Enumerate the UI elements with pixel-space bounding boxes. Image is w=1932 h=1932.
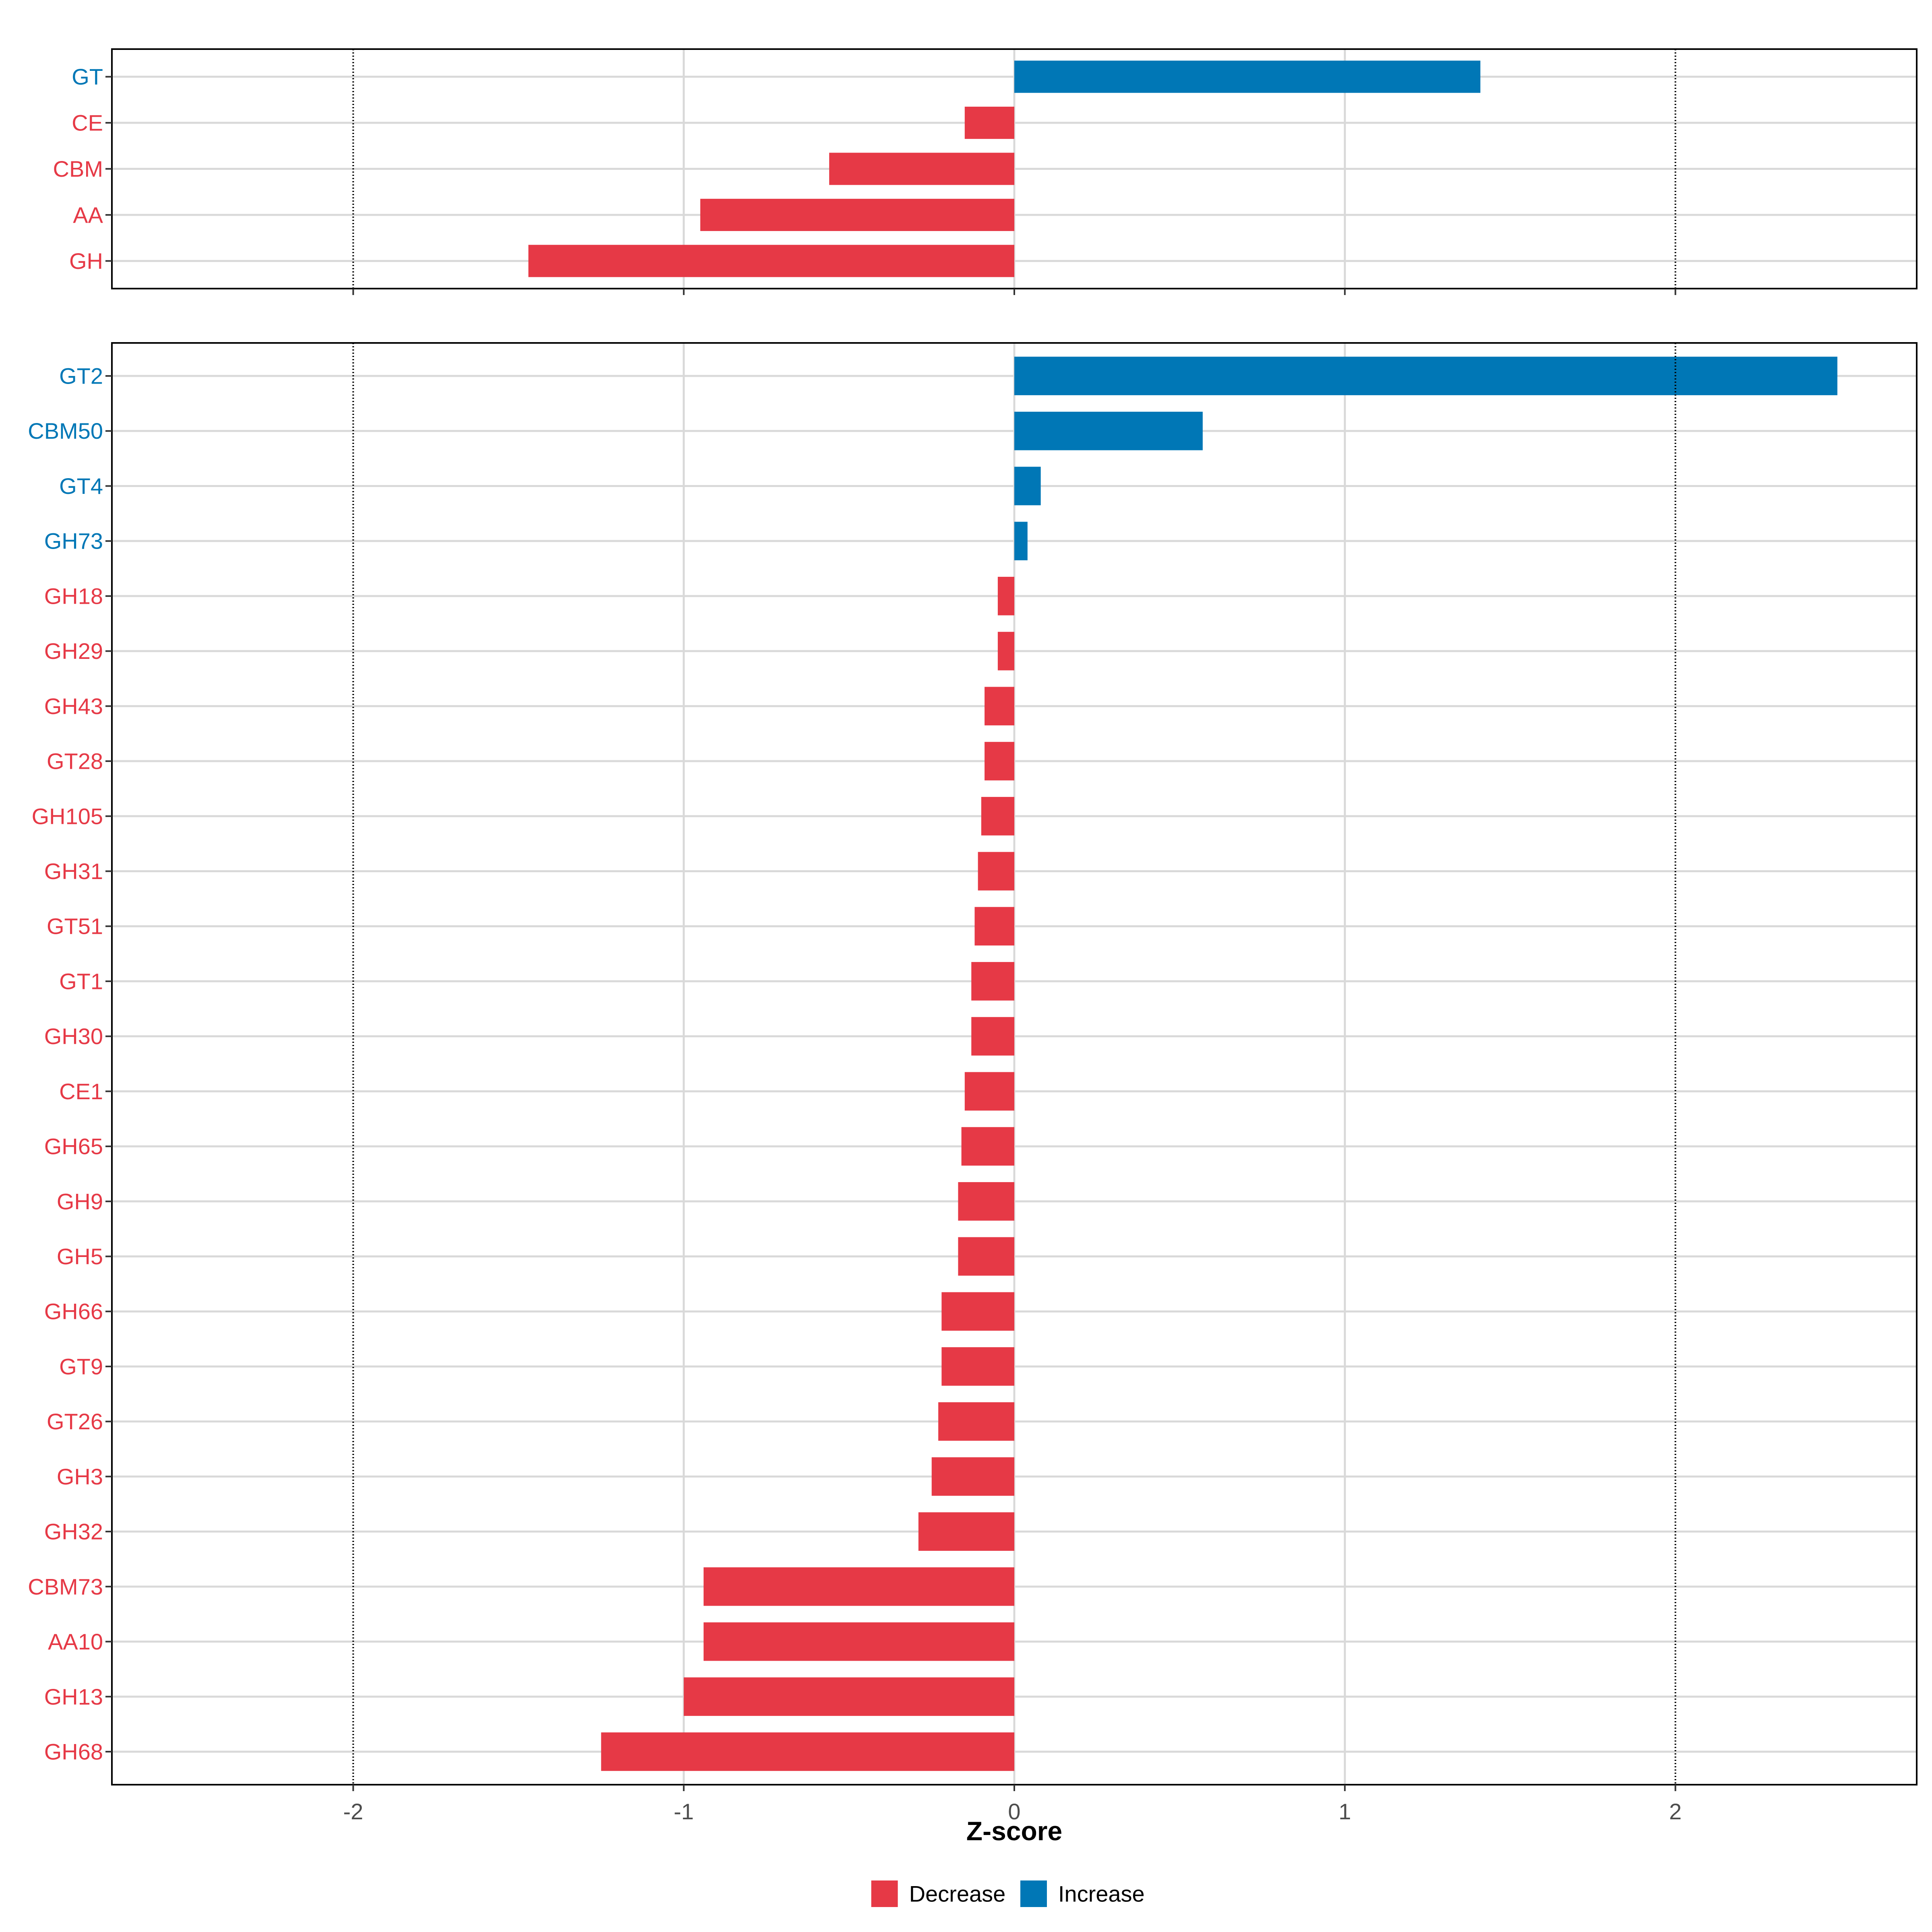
bottom-panel: GT2CBM50GT4GH73GH18GH29GH43GT28GH105GH31…	[28, 342, 1918, 1824]
bar-aa	[700, 198, 1014, 231]
bar-cbm73	[704, 1567, 1014, 1606]
bar-gt26	[938, 1402, 1014, 1441]
y-tick-label: GT2	[59, 363, 103, 389]
y-tick-label: GH31	[44, 859, 103, 884]
x-tick-label: -1	[674, 1799, 694, 1824]
bar-gt1	[971, 962, 1014, 1001]
y-tick-label: GT26	[47, 1409, 103, 1434]
bar-gt	[1014, 60, 1480, 93]
y-tick-label: GH29	[44, 638, 103, 664]
legend-label-decrease: Decrease	[909, 1881, 1006, 1907]
bar-gh31	[978, 852, 1014, 891]
y-tick-label: GT51	[47, 914, 103, 939]
bar-gh5	[958, 1237, 1014, 1276]
bar-gh32	[918, 1512, 1014, 1551]
y-tick-label: GH18	[44, 583, 103, 609]
bar-gh30	[971, 1017, 1014, 1056]
y-tick-label: GH5	[57, 1244, 103, 1269]
top-panel: GT CE CBM AA GH	[53, 48, 1918, 295]
bar-gt51	[974, 907, 1014, 946]
y-tick-label: GT9	[59, 1354, 103, 1379]
bar-gh3	[931, 1457, 1014, 1496]
y-tick-label: GH65	[44, 1134, 103, 1159]
y-tick-label: CBM50	[28, 418, 103, 444]
y-tick-label: GH66	[44, 1299, 103, 1324]
y-tick-label: GH13	[44, 1684, 103, 1709]
bar-gh65	[961, 1127, 1014, 1166]
y-tick-label: CBM73	[28, 1574, 103, 1599]
y-tick-label: GH105	[32, 803, 103, 829]
x-tick-label: 0	[1008, 1799, 1020, 1824]
y-tick-label: CE	[72, 110, 103, 136]
bar-cbm	[829, 153, 1014, 185]
bar-gh105	[981, 797, 1014, 836]
bar-gt4	[1014, 466, 1041, 506]
y-tick-label: GH43	[44, 694, 103, 719]
y-tick-label: AA10	[48, 1629, 103, 1654]
bar-gh73	[1014, 522, 1028, 561]
bar-ce1	[964, 1072, 1014, 1111]
y-tick-label: GT1	[59, 968, 103, 994]
y-tick-label: GH30	[44, 1024, 103, 1049]
bar-gt28	[985, 742, 1014, 780]
bar-gh29	[997, 632, 1014, 671]
bar-gh18	[997, 577, 1014, 615]
bar-ce	[964, 107, 1014, 139]
x-axis-title: Z-score	[966, 1816, 1062, 1846]
bar-gh66	[941, 1292, 1014, 1331]
bar-gt9	[941, 1347, 1014, 1386]
y-tick-label: GH3	[57, 1464, 103, 1489]
y-tick-label: GH	[69, 248, 103, 274]
y-tick-label: GH68	[44, 1739, 103, 1764]
y-tick-label: GH32	[44, 1519, 103, 1544]
legend-label-increase: Increase	[1058, 1881, 1145, 1907]
x-tick-label: 1	[1339, 1799, 1351, 1824]
bar-aa10	[704, 1622, 1014, 1661]
bar-gh9	[958, 1182, 1014, 1221]
y-tick-label: AA	[73, 202, 103, 227]
x-tick-label: 2	[1669, 1799, 1682, 1824]
y-tick-label: GT	[72, 64, 103, 89]
bar-gh43	[985, 687, 1014, 726]
bar-gh13	[683, 1677, 1014, 1716]
bar-cbm50	[1014, 411, 1203, 450]
bar-gh	[528, 245, 1014, 277]
y-tick-label: GT4	[59, 473, 103, 499]
legend-key-decrease	[871, 1880, 898, 1907]
y-tick-label: CE1	[59, 1079, 103, 1104]
y-tick-label: GH9	[57, 1189, 103, 1214]
bar-gt2	[1014, 357, 1837, 395]
y-tick-label: GH73	[44, 528, 103, 554]
legend: Decrease Increase	[871, 1880, 1145, 1907]
y-tick-label: GT28	[47, 749, 103, 774]
y-tick-label: CBM	[53, 156, 103, 182]
x-tick-label: -2	[343, 1799, 363, 1824]
legend-key-increase	[1020, 1880, 1047, 1907]
bar-gh68	[601, 1732, 1014, 1771]
